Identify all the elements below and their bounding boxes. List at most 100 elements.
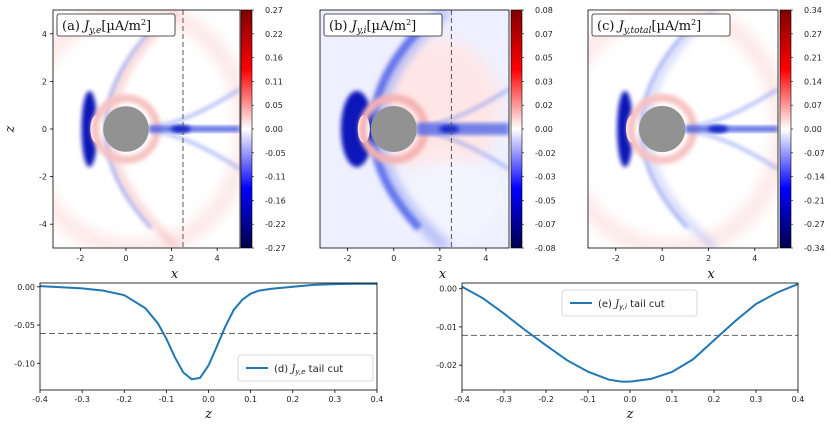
field-tail-wing-lower (148, 130, 240, 170)
x-axis-label: x (707, 267, 715, 282)
series-line-d (39, 282, 377, 381)
field-dayside-current-sheet (81, 91, 98, 167)
y-tick-label: 2 (42, 77, 47, 86)
legend-box (561, 289, 698, 317)
x-tick-label: -0.2 (538, 395, 554, 404)
x-tick-label: -0.4 (454, 395, 470, 404)
colorbar (510, 9, 523, 249)
title-text: (b) Jy,i[µA/m2] (329, 18, 416, 36)
line-plot-d: -0.4 -0.3 -0.2 -0.1 0.0 0.1 0.2 0.3 0.4 0.00 -0.05… (14, 282, 383, 422)
field-tail-current-sheet (416, 123, 509, 135)
y-tick-label: 4 (42, 30, 47, 39)
field-tail-current-sheet (685, 126, 778, 132)
title-box (323, 13, 443, 37)
colorbar-tick-label: 0.11 (265, 77, 283, 86)
title-text: (c) Jy,total[µA/m2] (597, 18, 701, 36)
colorbar-tick-label: -0.07 (804, 149, 825, 158)
colorbar-tick-label: 0.05 (265, 101, 283, 110)
x-tick-label: 0 (660, 254, 665, 263)
colorbar-tick-label: 0.16 (265, 54, 283, 63)
title-box (56, 13, 176, 37)
obstacle-disk (103, 106, 149, 152)
colorbar-tick-label: 0.02 (535, 101, 553, 110)
x-tick-label: -2 (612, 254, 620, 263)
x-tick-label: 0.3 (329, 395, 342, 404)
axes-frame (587, 9, 779, 249)
x-tick-label: -0.2 (116, 395, 132, 404)
field-x-line (707, 125, 728, 133)
colorbar-tick-label: -0.05 (265, 149, 286, 158)
x-tick-label: 4 (752, 254, 757, 263)
x-axis-label: z (626, 407, 634, 422)
x-tick-label: -2 (76, 254, 84, 263)
x-tick-label: 0 (391, 254, 396, 263)
colorbar-tick-label: 0.08 (535, 6, 553, 15)
colorbar-tick-label: -0.27 (265, 244, 286, 253)
legend: (d) Jy,e tail cut (237, 354, 374, 382)
x-tick-label: 2 (437, 254, 442, 263)
x-tick-label: 0.0 (202, 395, 215, 404)
colorbar-tick-label: 0.27 (265, 6, 283, 15)
x-tick-label: -2 (344, 254, 352, 263)
field-x-line (439, 125, 460, 133)
colorbar-tick-label: -0.27 (804, 220, 825, 229)
heatmap-panel-a: -2 0 2 4 -4 -2 0 2 4 x z (a) Jy,e[µA/m2] 0.27 0.22 0.1… (3, 6, 286, 282)
x-axis-label: x (439, 267, 447, 282)
x-tick-label: 4 (215, 254, 220, 263)
field-dayside-current-sheet (617, 91, 634, 167)
obstacle-disk (638, 105, 686, 153)
y-tick-label: -0.05 (14, 321, 35, 330)
colorbar-tick-label: 0.34 (804, 6, 822, 15)
colorbar-tick-label: -0.05 (535, 196, 556, 205)
colorbar-tick-label: 0.00 (535, 125, 553, 134)
x-tick-label: 0.2 (286, 395, 299, 404)
colorbar (240, 9, 253, 249)
colorbar-tick-label: -0.34 (804, 244, 825, 253)
colorbar-tick-label: -0.22 (265, 220, 286, 229)
colorbar-tick-label: -0.16 (265, 196, 286, 205)
x-tick-label: 0.4 (792, 395, 805, 404)
field-tail-current-sheet (148, 126, 240, 132)
x-tick-label: 0.1 (244, 395, 257, 404)
legend-label: (e) Jy,i tail cut (598, 299, 665, 311)
colorbar-tick-label: -0.03 (535, 173, 556, 182)
field-tail-wing-upper (148, 88, 240, 128)
current-density-field (588, 10, 778, 248)
y-tick-label: -0.02 (436, 361, 457, 370)
y-tick-label: 0.00 (439, 285, 457, 294)
colorbar-tick-label: -0.02 (535, 149, 556, 158)
x-tick-label: 0.2 (708, 395, 721, 404)
legend-label: (d) Jy,e tail cut (274, 364, 343, 376)
x-tick-label: -0.3 (74, 395, 90, 404)
y-tick-label: -0.01 (436, 323, 457, 332)
x-tick-label: 2 (706, 254, 711, 263)
y-tick-label: -2 (39, 173, 47, 182)
x-tick-label: -0.1 (159, 395, 175, 404)
x-tick-label: -0.1 (580, 395, 596, 404)
panel-title: (b) Jy,i[µA/m2] (323, 13, 443, 37)
y-tick-label: 0.00 (17, 283, 35, 292)
colorbar-tick-label: 0.14 (804, 77, 822, 86)
colorbar-tick-label: 0.21 (804, 54, 822, 63)
colorbar-tick-label: 0.07 (804, 101, 822, 110)
y-tick-label: 0 (42, 125, 47, 134)
heatmap-panel-b: -2 0 2 4 x (b) Jy,i[µA/m2] 0.08 0.07 0.05 0.03 0.0… (319, 6, 556, 282)
x-tick-label: -0.3 (496, 395, 512, 404)
series-line-e (461, 283, 799, 383)
x-tick-label: 2 (169, 254, 174, 263)
x-tick-label: 0.0 (624, 395, 637, 404)
y-axis-label: z (3, 125, 18, 133)
y-tick-label: -0.10 (14, 359, 35, 368)
field-x-line (170, 125, 191, 133)
panel-title: (c) Jy,total[µA/m2] (591, 13, 731, 37)
colorbar-tick-label: -0.14 (804, 173, 825, 182)
obstacle-disk (370, 105, 417, 153)
y-tick-label: -4 (39, 220, 47, 229)
x-tick-label: 0.1 (666, 395, 679, 404)
colorbar-tick-label: 0.00 (265, 125, 283, 134)
axes-frame (319, 9, 510, 249)
x-axis-label: z (204, 407, 212, 422)
colorbar-tick-label: 0.05 (535, 54, 553, 63)
title-text: (a) Jy,e[µA/m2] (62, 18, 151, 36)
